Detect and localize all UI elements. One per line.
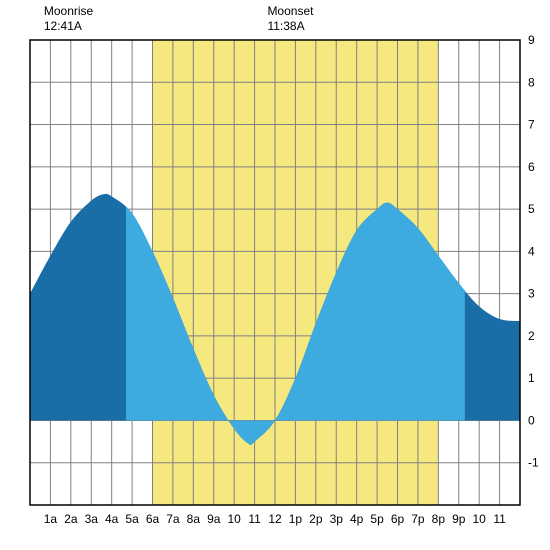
- x-tick-4: 5a: [125, 512, 139, 526]
- x-tick-13: 2p: [309, 512, 323, 526]
- x-tick-8: 9a: [207, 512, 221, 526]
- x-tick-10: 11: [248, 512, 261, 526]
- x-tick-16: 5p: [370, 512, 384, 526]
- x-tick-1: 2a: [64, 512, 78, 526]
- y-tick-0: 0: [528, 413, 535, 427]
- y-tick-3: 3: [528, 287, 535, 301]
- tide-chart: Moonrise12:41AMoonset11:38A-101234567891…: [0, 0, 550, 550]
- x-tick-18: 7p: [411, 512, 425, 526]
- x-tick-3: 4a: [105, 512, 119, 526]
- y-tick-5: 5: [528, 202, 535, 216]
- x-tick-12: 1p: [289, 512, 303, 526]
- x-tick-21: 10: [472, 512, 486, 526]
- y-tick-1: 1: [528, 371, 535, 385]
- y-tick-4: 4: [528, 244, 535, 258]
- x-tick-19: 8p: [432, 512, 446, 526]
- y-tick-2: 2: [528, 329, 535, 343]
- y-tick-8: 8: [528, 75, 535, 89]
- x-tick-5: 6a: [146, 512, 160, 526]
- x-tick-2: 3a: [85, 512, 99, 526]
- y-tick-7: 7: [528, 118, 535, 132]
- x-tick-0: 1a: [44, 512, 58, 526]
- x-tick-17: 6p: [391, 512, 405, 526]
- x-tick-20: 9p: [452, 512, 466, 526]
- top-label-title-1: Moonset: [267, 4, 314, 18]
- top-label-time-0: 12:41A: [44, 19, 82, 33]
- y-tick--1: -1: [528, 456, 539, 470]
- top-label-title-0: Moonrise: [44, 4, 94, 18]
- x-tick-15: 4p: [350, 512, 364, 526]
- top-label-time-1: 11:38A: [267, 19, 304, 33]
- x-tick-6: 7a: [166, 512, 180, 526]
- x-tick-14: 3p: [330, 512, 344, 526]
- x-tick-11: 12: [268, 512, 282, 526]
- y-tick-6: 6: [528, 160, 535, 174]
- x-tick-22: 11: [493, 512, 506, 526]
- chart-svg: Moonrise12:41AMoonset11:38A-101234567891…: [0, 0, 550, 550]
- x-tick-9: 10: [227, 512, 241, 526]
- x-tick-7: 8a: [187, 512, 201, 526]
- y-tick-9: 9: [528, 33, 535, 47]
